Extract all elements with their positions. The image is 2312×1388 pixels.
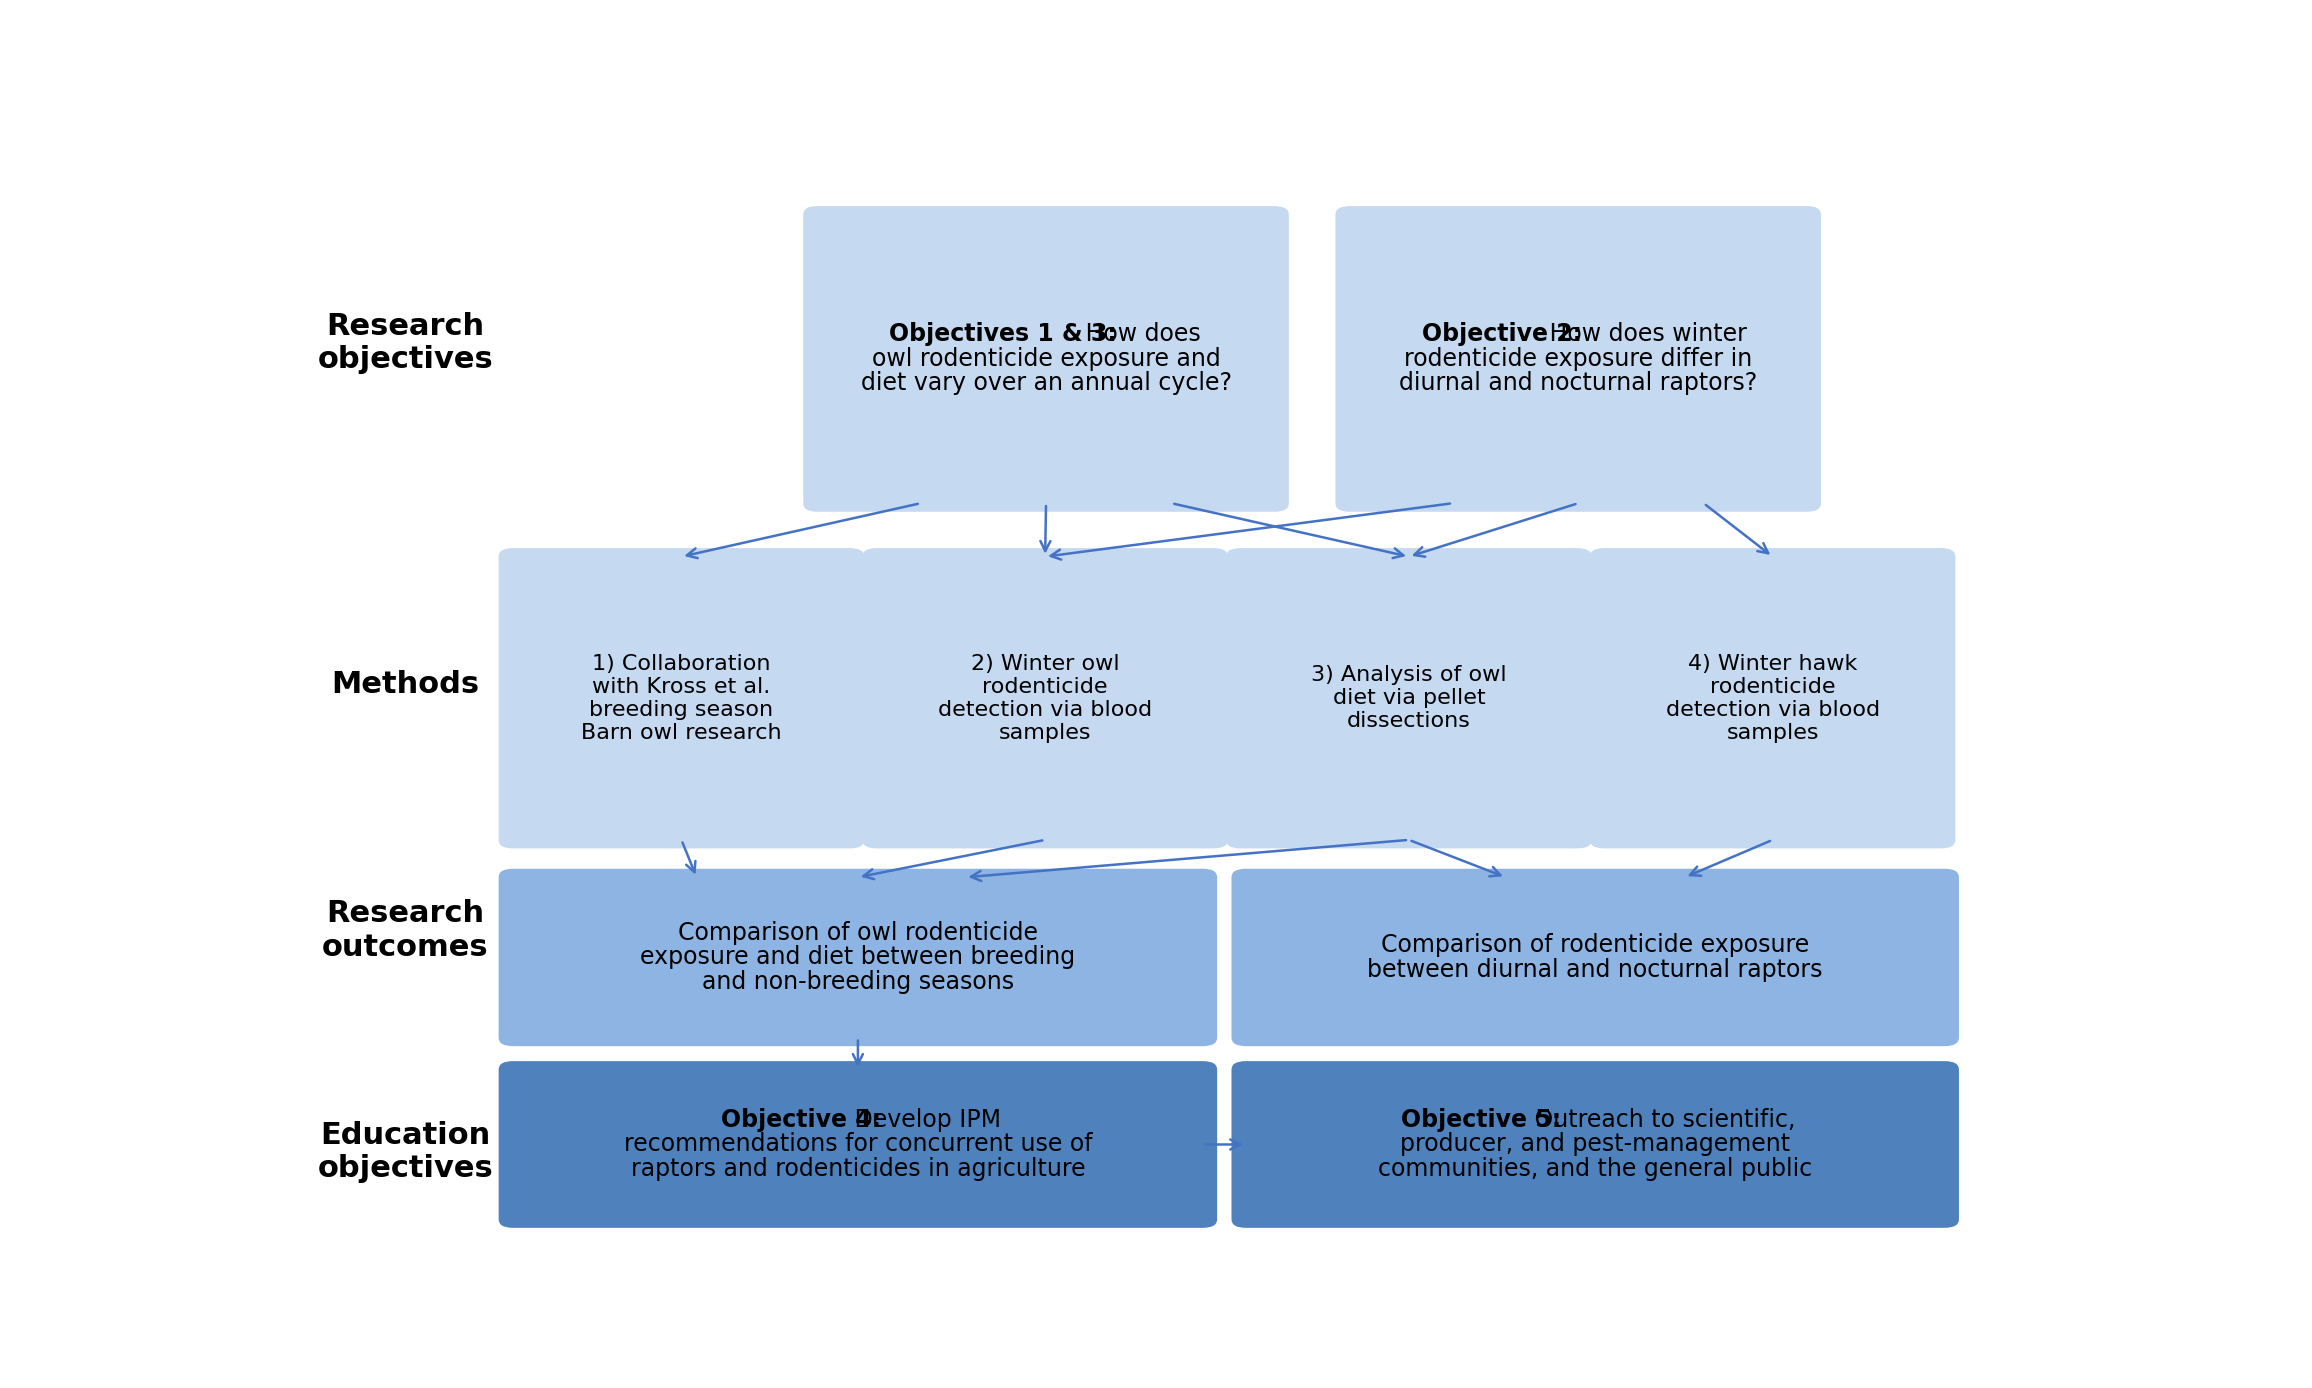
Text: Objectives 1 & 3:: Objectives 1 & 3: xyxy=(890,322,1117,347)
Text: diet vary over an annual cycle?: diet vary over an annual cycle? xyxy=(860,372,1232,396)
Text: exposure and diet between breeding: exposure and diet between breeding xyxy=(640,945,1075,969)
Text: Barn owl research: Barn owl research xyxy=(580,723,781,743)
Text: Outreach to scientific,: Outreach to scientific, xyxy=(1526,1108,1796,1133)
Text: How does winter: How does winter xyxy=(1542,322,1746,347)
Text: samples: samples xyxy=(999,723,1091,743)
Text: How does: How does xyxy=(1077,322,1200,347)
FancyBboxPatch shape xyxy=(1232,1060,1958,1228)
Text: Comparison of owl rodenticide: Comparison of owl rodenticide xyxy=(677,920,1038,945)
FancyBboxPatch shape xyxy=(1225,548,1591,848)
Text: samples: samples xyxy=(1727,723,1820,743)
Text: with Kross et al.: with Kross et al. xyxy=(592,677,770,697)
Text: dissections: dissections xyxy=(1348,712,1470,731)
Text: Develop IPM: Develop IPM xyxy=(846,1108,1001,1133)
Text: Education
objectives: Education objectives xyxy=(317,1120,492,1183)
Text: producer, and pest-management: producer, and pest-management xyxy=(1401,1133,1789,1156)
FancyBboxPatch shape xyxy=(499,869,1216,1047)
Text: Research
outcomes: Research outcomes xyxy=(321,899,488,962)
Text: diurnal and nocturnal raptors?: diurnal and nocturnal raptors? xyxy=(1399,372,1757,396)
Text: owl rodenticide exposure and: owl rodenticide exposure and xyxy=(872,347,1221,371)
Text: Objective 2:: Objective 2: xyxy=(1422,322,1581,347)
Text: 4) Winter hawk: 4) Winter hawk xyxy=(1688,654,1857,673)
FancyBboxPatch shape xyxy=(862,548,1228,848)
FancyBboxPatch shape xyxy=(499,548,865,848)
Text: detection via blood: detection via blood xyxy=(939,700,1151,720)
Text: 2) Winter owl: 2) Winter owl xyxy=(971,654,1119,673)
Text: Methods: Methods xyxy=(331,670,479,700)
Text: Objective 5:: Objective 5: xyxy=(1401,1108,1561,1133)
Text: Comparison of rodenticide exposure: Comparison of rodenticide exposure xyxy=(1380,933,1810,958)
Text: recommendations for concurrent use of: recommendations for concurrent use of xyxy=(624,1133,1091,1156)
Text: and non-breeding seasons: and non-breeding seasons xyxy=(703,970,1015,994)
Text: rodenticide: rodenticide xyxy=(983,677,1107,697)
Text: rodenticide: rodenticide xyxy=(1711,677,1836,697)
Text: breeding season: breeding season xyxy=(590,700,775,720)
Text: Objective 4:: Objective 4: xyxy=(721,1108,881,1133)
FancyBboxPatch shape xyxy=(802,205,1288,512)
Text: raptors and rodenticides in agriculture: raptors and rodenticides in agriculture xyxy=(631,1158,1084,1181)
Text: rodenticide exposure differ in: rodenticide exposure differ in xyxy=(1403,347,1752,371)
Text: communities, and the general public: communities, and the general public xyxy=(1378,1158,1813,1181)
Text: between diurnal and nocturnal raptors: between diurnal and nocturnal raptors xyxy=(1366,958,1822,981)
FancyBboxPatch shape xyxy=(499,1060,1216,1228)
Text: 1) Collaboration: 1) Collaboration xyxy=(592,654,770,673)
FancyBboxPatch shape xyxy=(1591,548,1956,848)
Text: diet via pellet: diet via pellet xyxy=(1332,688,1484,708)
Text: detection via blood: detection via blood xyxy=(1665,700,1880,720)
FancyBboxPatch shape xyxy=(1336,205,1822,512)
Text: 3) Analysis of owl: 3) Analysis of owl xyxy=(1311,665,1507,686)
Text: Research
objectives: Research objectives xyxy=(317,311,492,375)
FancyBboxPatch shape xyxy=(1232,869,1958,1047)
